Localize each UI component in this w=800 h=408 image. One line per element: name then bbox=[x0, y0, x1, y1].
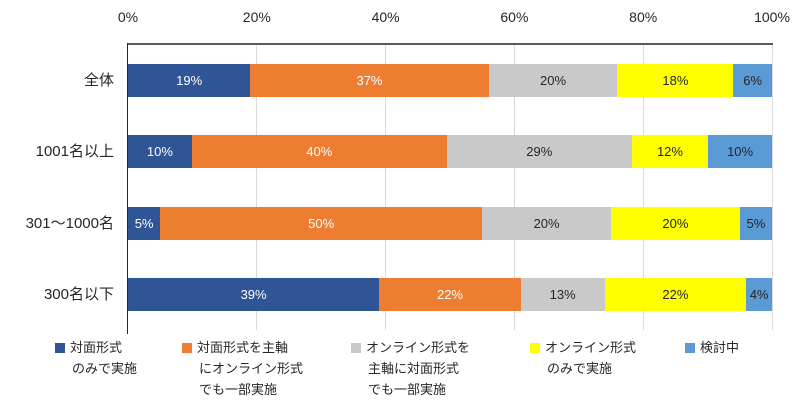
bar-segment: 20% bbox=[488, 64, 618, 98]
bar-segment: 29% bbox=[446, 135, 632, 169]
bar-segment: 39% bbox=[128, 277, 380, 311]
legend-label-line: でも一部実施 bbox=[368, 382, 447, 397]
legend-swatch-icon bbox=[530, 343, 540, 353]
legend-swatch-icon bbox=[182, 343, 192, 353]
legend-label-line: のみで実施 bbox=[72, 361, 138, 376]
bar-segment: 40% bbox=[191, 135, 447, 169]
category-label: 301～1000名 bbox=[25, 214, 114, 232]
bar-segment: 4% bbox=[746, 277, 772, 311]
bar-segment: 19% bbox=[128, 64, 251, 98]
axis-tick-label: 100% bbox=[754, 9, 790, 25]
legend-label-line: でも一部実施 bbox=[199, 382, 278, 397]
legend-label-line: 対面形式 bbox=[70, 340, 123, 355]
legend-label-line: オンライン形式 bbox=[545, 340, 637, 355]
gridline bbox=[771, 45, 773, 330]
bar-segment: 37% bbox=[250, 64, 489, 98]
legend-item: オンライン形式を 主軸に対面形式 でも一部実施 bbox=[351, 337, 470, 400]
legend-label-line: 主軸に対面形式 bbox=[368, 361, 460, 376]
bar-segment: 5% bbox=[739, 206, 772, 240]
bar-segment: 12% bbox=[631, 135, 709, 169]
legend-swatch-icon bbox=[685, 343, 695, 353]
bar-segment: 20% bbox=[610, 206, 740, 240]
legend-label-line: 検討中 bbox=[700, 340, 740, 355]
axis-tick-label: 20% bbox=[242, 9, 271, 25]
bar-segment: 22% bbox=[379, 277, 521, 311]
bar-row: 39% 22% 13% 22% 4% bbox=[128, 277, 772, 311]
bar-segment: 20% bbox=[482, 206, 611, 240]
bar-row: 19% 37% 20% 18% 6% bbox=[128, 64, 772, 98]
category-axis-line bbox=[127, 43, 128, 334]
bar-segment: 18% bbox=[617, 64, 734, 98]
axis-tick-label: 40% bbox=[371, 9, 400, 25]
category-label: 300名以下 bbox=[43, 285, 114, 303]
legend-label-line: のみで実施 bbox=[547, 361, 613, 376]
legend-swatch-icon bbox=[55, 343, 65, 353]
legend-item: 対面形式を主軸 にオンライン形式 でも一部実施 bbox=[182, 337, 303, 400]
category-label: 1001名以上 bbox=[35, 143, 114, 161]
gridline bbox=[642, 45, 644, 330]
bar-segment: 6% bbox=[733, 64, 772, 98]
gridline bbox=[256, 45, 258, 330]
bar-row: 5% 50% 20% 20% 5% bbox=[128, 206, 772, 240]
gridline bbox=[513, 45, 515, 330]
bar-row: 10% 40% 29% 12% 10% bbox=[128, 135, 772, 169]
axis-tick-label: 60% bbox=[500, 9, 529, 25]
legend-swatch-icon bbox=[351, 343, 361, 353]
bar-segment: 13% bbox=[520, 277, 605, 311]
legend-label-line: 対面形式を主軸 bbox=[197, 340, 289, 355]
gridline bbox=[385, 45, 387, 330]
category-label: 全体 bbox=[83, 72, 114, 90]
value-axis-line bbox=[127, 43, 773, 45]
bar-segment: 5% bbox=[128, 206, 161, 240]
bar-segment: 10% bbox=[708, 135, 772, 169]
legend-item: 検討中 bbox=[685, 337, 739, 358]
legend-label-line: にオンライン形式 bbox=[199, 361, 304, 376]
bar-segment: 50% bbox=[160, 206, 483, 240]
legend-item: 対面形式 のみで実施 bbox=[55, 337, 137, 379]
bar-segment: 22% bbox=[604, 277, 747, 311]
axis-tick-label: 80% bbox=[629, 9, 658, 25]
legend-item: オンライン形式 のみで実施 bbox=[530, 337, 636, 379]
bar-segment: 10% bbox=[128, 135, 192, 169]
axis-tick-label: 0% bbox=[117, 9, 139, 25]
legend-label-line: オンライン形式を bbox=[366, 340, 471, 355]
